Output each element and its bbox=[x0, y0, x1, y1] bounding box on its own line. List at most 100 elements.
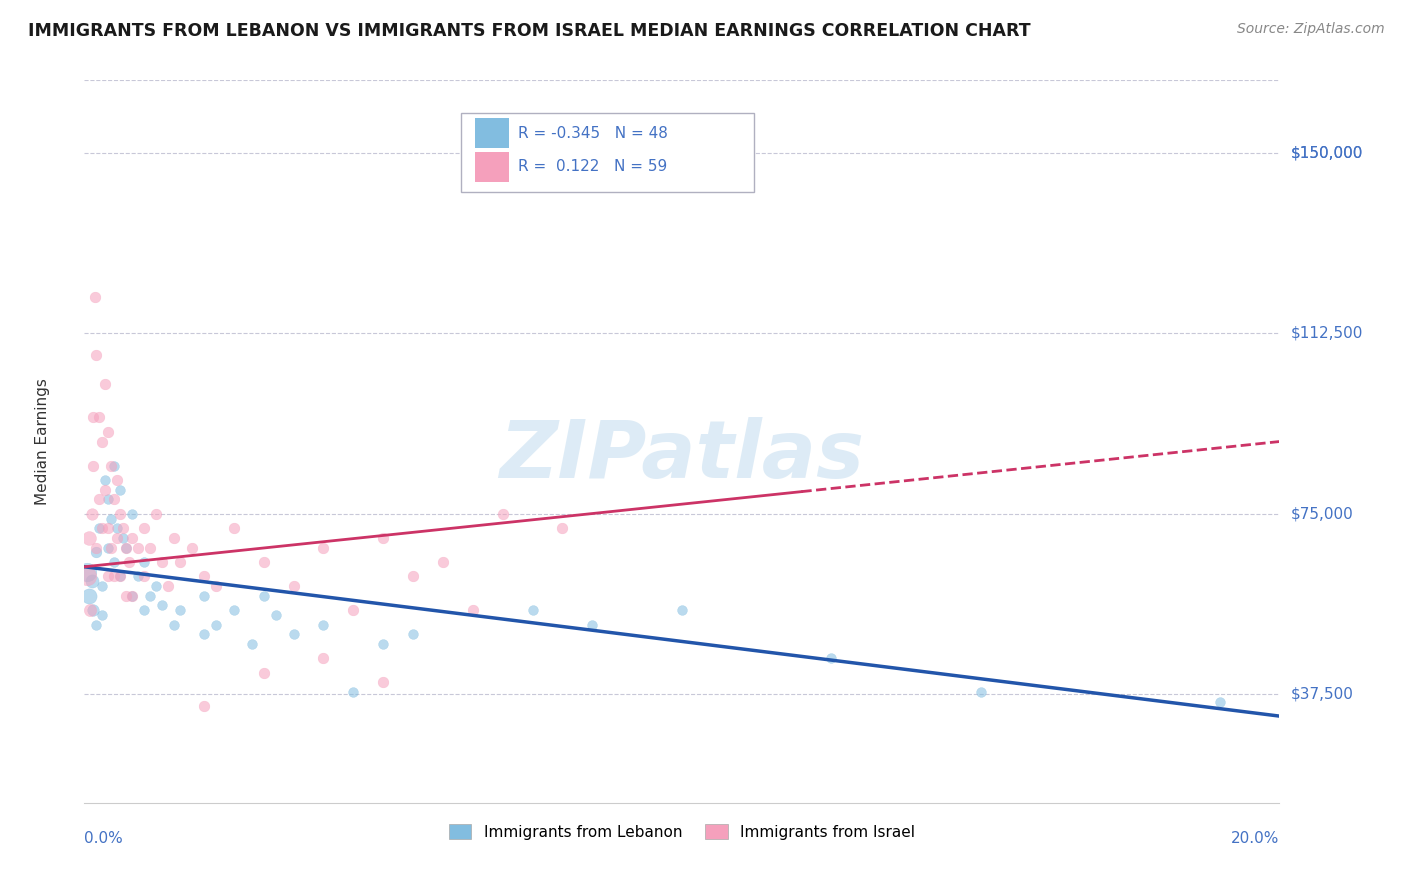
Point bbox=[86, 617, 108, 632]
Point bbox=[132, 555, 156, 569]
Point bbox=[253, 665, 276, 680]
Point bbox=[82, 458, 104, 473]
Point bbox=[103, 569, 125, 583]
Point bbox=[193, 569, 215, 583]
Point bbox=[94, 483, 117, 497]
Text: IMMIGRANTS FROM LEBANON VS IMMIGRANTS FROM ISRAEL MEDIAN EARNINGS CORRELATION CH: IMMIGRANTS FROM LEBANON VS IMMIGRANTS FR… bbox=[28, 22, 1031, 40]
Point bbox=[80, 507, 103, 521]
Point bbox=[79, 603, 101, 617]
Point bbox=[193, 589, 215, 603]
Point bbox=[115, 589, 138, 603]
Point bbox=[103, 458, 125, 473]
Point bbox=[100, 511, 122, 525]
Point bbox=[205, 617, 228, 632]
Point bbox=[169, 555, 191, 569]
Point bbox=[127, 569, 149, 583]
FancyBboxPatch shape bbox=[475, 118, 509, 148]
Point bbox=[89, 410, 111, 425]
Point bbox=[342, 685, 364, 699]
Point bbox=[205, 579, 228, 593]
Point bbox=[132, 521, 156, 535]
Point bbox=[103, 555, 125, 569]
Point bbox=[110, 569, 132, 583]
Point bbox=[105, 521, 128, 535]
FancyBboxPatch shape bbox=[461, 112, 754, 193]
Point bbox=[105, 473, 128, 487]
Point bbox=[86, 541, 108, 555]
Point bbox=[91, 607, 114, 622]
Point bbox=[97, 541, 120, 555]
Point bbox=[970, 685, 993, 699]
Point bbox=[163, 531, 186, 545]
Point bbox=[121, 589, 143, 603]
Point bbox=[89, 492, 111, 507]
Text: 20.0%: 20.0% bbox=[1232, 830, 1279, 846]
Point bbox=[551, 521, 574, 535]
Text: R =  0.122   N = 59: R = 0.122 N = 59 bbox=[519, 160, 668, 175]
Point bbox=[145, 507, 167, 521]
Point bbox=[91, 579, 114, 593]
Point bbox=[312, 541, 335, 555]
Text: $75,000: $75,000 bbox=[1291, 507, 1354, 521]
Point bbox=[100, 458, 122, 473]
Point bbox=[121, 589, 143, 603]
Text: R = -0.345   N = 48: R = -0.345 N = 48 bbox=[519, 126, 668, 141]
Point bbox=[283, 627, 305, 641]
Point bbox=[522, 603, 544, 617]
Point bbox=[373, 637, 395, 651]
Point bbox=[91, 434, 114, 449]
Text: $112,500: $112,500 bbox=[1291, 326, 1362, 341]
Point bbox=[97, 521, 120, 535]
Point bbox=[97, 425, 120, 439]
Point bbox=[86, 348, 108, 362]
Point bbox=[402, 569, 425, 583]
Point bbox=[222, 603, 245, 617]
Point bbox=[76, 565, 98, 579]
Text: Source: ZipAtlas.com: Source: ZipAtlas.com bbox=[1237, 22, 1385, 37]
Point bbox=[110, 507, 132, 521]
Point bbox=[94, 376, 117, 391]
Point bbox=[193, 699, 215, 714]
Point bbox=[97, 492, 120, 507]
Point bbox=[82, 603, 104, 617]
Point bbox=[402, 627, 425, 641]
Point bbox=[150, 555, 173, 569]
Point bbox=[118, 555, 141, 569]
Point bbox=[169, 603, 191, 617]
Point bbox=[222, 521, 245, 535]
Text: Median Earnings: Median Earnings bbox=[35, 378, 51, 505]
Point bbox=[240, 637, 263, 651]
Point bbox=[373, 531, 395, 545]
Text: $37,500: $37,500 bbox=[1291, 687, 1354, 702]
FancyBboxPatch shape bbox=[475, 152, 509, 182]
Point bbox=[97, 569, 120, 583]
Point bbox=[461, 603, 484, 617]
Point bbox=[312, 651, 335, 665]
Text: ZIPatlas: ZIPatlas bbox=[499, 417, 865, 495]
Point bbox=[253, 589, 276, 603]
Text: $150,000: $150,000 bbox=[1291, 145, 1362, 160]
Point bbox=[132, 569, 156, 583]
Point bbox=[157, 579, 180, 593]
Point bbox=[121, 531, 143, 545]
Point bbox=[76, 569, 98, 583]
Point bbox=[121, 507, 143, 521]
Point bbox=[105, 531, 128, 545]
Point bbox=[94, 473, 117, 487]
Point bbox=[112, 521, 135, 535]
Point bbox=[1209, 695, 1232, 709]
Text: $150,000: $150,000 bbox=[1291, 145, 1362, 160]
Point bbox=[150, 599, 173, 613]
Point bbox=[103, 492, 125, 507]
Point bbox=[110, 483, 132, 497]
Point bbox=[100, 541, 122, 555]
Point bbox=[84, 290, 107, 304]
Point bbox=[671, 603, 693, 617]
Point bbox=[77, 531, 100, 545]
Point bbox=[115, 541, 138, 555]
Point bbox=[163, 617, 186, 632]
Point bbox=[264, 607, 287, 622]
Point bbox=[145, 579, 167, 593]
Point bbox=[115, 541, 138, 555]
Point bbox=[82, 410, 104, 425]
